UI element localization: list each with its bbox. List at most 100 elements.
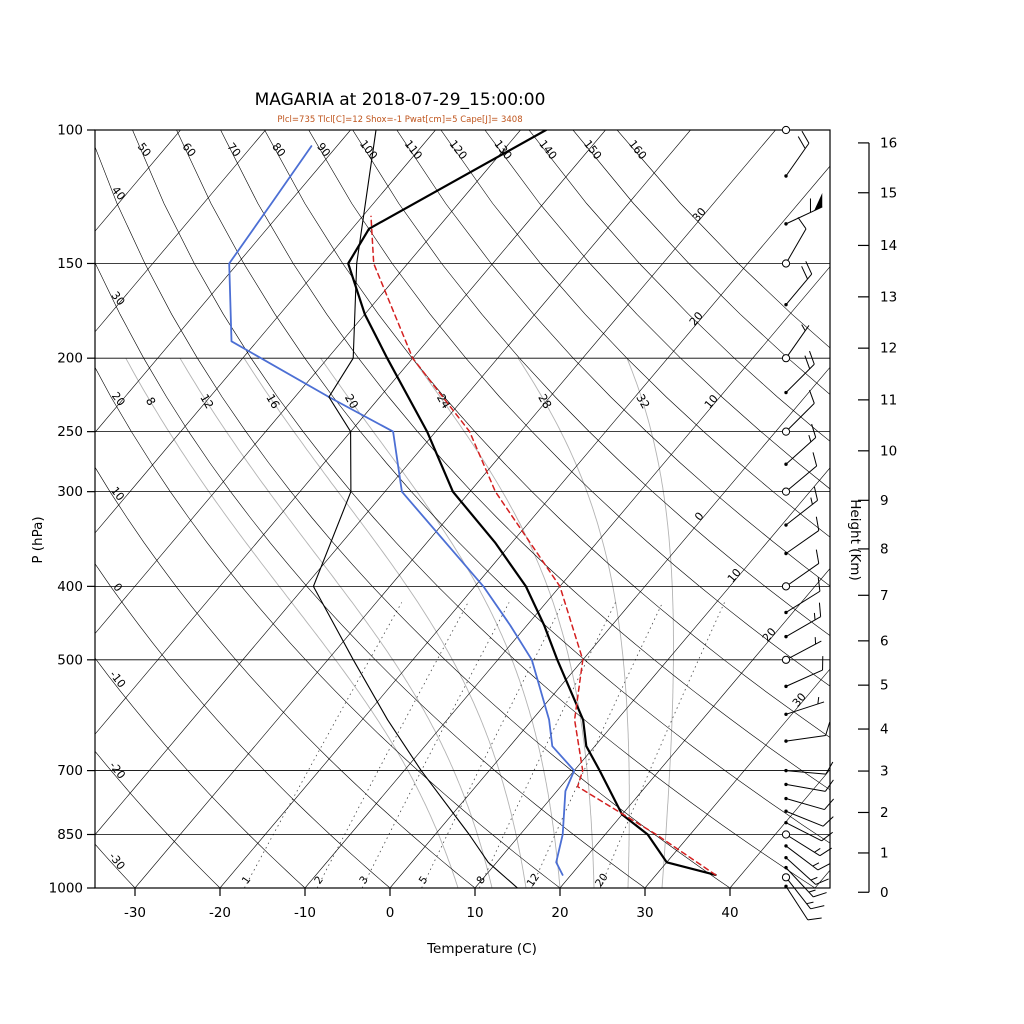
height-tick-label: 1 xyxy=(880,845,889,861)
barb-feather xyxy=(810,905,825,910)
dry-adiabat-top-label: 60 xyxy=(180,140,199,159)
height-tick-label: 0 xyxy=(880,885,889,901)
barb-feather xyxy=(825,721,831,736)
temperature-tick-label: 40 xyxy=(721,905,738,921)
barb-feather xyxy=(805,261,813,275)
barb-feather xyxy=(801,130,810,144)
height-tick-label: 8 xyxy=(880,541,889,557)
barb-staff xyxy=(785,783,826,792)
wind-barb xyxy=(781,217,807,268)
dry-adiabat-line xyxy=(132,130,816,888)
barb-staff xyxy=(785,325,810,359)
barb-staff xyxy=(785,500,818,526)
barb-feather xyxy=(815,549,820,564)
temperature-tick-label: -30 xyxy=(124,905,146,921)
wind-barb xyxy=(781,390,815,436)
wind-barb xyxy=(781,125,791,135)
barb-staff xyxy=(785,563,820,587)
isotherm-line xyxy=(95,130,606,735)
mixing-ratio-label: 1 xyxy=(240,874,254,886)
pressure-tick-label: 200 xyxy=(57,351,83,367)
station-dot xyxy=(784,855,788,860)
mixing-ratio-label: 12 xyxy=(525,871,543,889)
moist-adiabat-label: 24 xyxy=(434,391,453,411)
dry-adiabat-left-label: 0 xyxy=(110,581,125,595)
height-tick-label: 11 xyxy=(880,392,897,408)
station-dot xyxy=(784,768,788,773)
height-tick-label: 3 xyxy=(880,764,889,780)
temperature-tick-label: 10 xyxy=(466,905,483,921)
wind-barb xyxy=(781,873,825,910)
pressure-axis-label: P (hPa) xyxy=(30,516,46,563)
barb-half-feather xyxy=(812,862,820,867)
barb-feather xyxy=(821,831,833,842)
dry-adiabat-top-label: 90 xyxy=(314,140,333,159)
moist-adiabat-line xyxy=(125,357,459,888)
height-tick-label: 2 xyxy=(880,805,889,821)
moist-adiabat-line xyxy=(412,357,595,888)
mixing-ratio-line xyxy=(244,602,403,888)
height-axis-label: Height (Km) xyxy=(847,499,863,580)
barb-staff xyxy=(785,867,814,898)
isotherm-line xyxy=(644,668,830,888)
barb-half-feather xyxy=(801,324,806,331)
dry-adiabat-top-label: 120 xyxy=(447,138,470,163)
station-circle xyxy=(781,582,791,591)
moist-adiabat-line xyxy=(320,357,561,888)
barb-feather xyxy=(824,779,834,792)
barb-feather xyxy=(807,917,822,921)
station-circle xyxy=(781,487,791,496)
station-dot xyxy=(784,865,788,870)
station-dot xyxy=(784,684,788,689)
dry-adiabat-left-label: 40 xyxy=(109,184,128,203)
profile-parcel xyxy=(370,215,717,876)
barb-half-feather xyxy=(810,876,818,881)
station-dot xyxy=(784,809,788,813)
dry-adiabat-left-label: 20 xyxy=(109,390,128,409)
mixing-ratio-line xyxy=(361,602,510,888)
barb-staff xyxy=(785,403,815,432)
barb-feather xyxy=(813,892,827,898)
moist-adiabat-line xyxy=(179,357,493,888)
moist-adiabat-line xyxy=(626,358,674,888)
background-grid xyxy=(94,129,831,889)
station-circle xyxy=(781,427,791,436)
dry-adiabat-line xyxy=(572,130,830,395)
station-dot xyxy=(784,884,788,889)
clipped-profiles xyxy=(228,130,717,888)
pressure-tick-label: 100 xyxy=(57,123,83,139)
moist-adiabat-label: 8 xyxy=(143,395,159,408)
station-dot xyxy=(784,610,788,615)
station-dot xyxy=(784,782,788,787)
moist-adiabat-label: 20 xyxy=(342,391,361,411)
barb-staff xyxy=(785,616,821,638)
station-circle xyxy=(781,259,791,268)
barb-feather xyxy=(825,761,834,775)
height-tick-label: 10 xyxy=(880,443,897,459)
station-dot xyxy=(784,523,788,527)
wind-barb xyxy=(784,602,822,639)
height-tick-label: 5 xyxy=(880,678,889,694)
barb-half-feather xyxy=(808,889,816,893)
barb-half-feather xyxy=(806,901,814,905)
isotherm-line xyxy=(729,769,830,888)
moist-adiabat-label: 28 xyxy=(535,391,554,411)
barb-staff xyxy=(785,363,815,393)
barb-staff xyxy=(785,798,825,811)
station-dot xyxy=(784,174,788,178)
barb-staff xyxy=(785,530,820,554)
barb-staff xyxy=(785,834,821,857)
isotherm-right-label: 20 xyxy=(760,625,779,644)
chart-subtitle: Plcl=735 Tlcl[C]=12 Shox=-1 Pwat[cm]=5 C… xyxy=(277,115,522,125)
barb-feather xyxy=(819,847,832,857)
wind-barb xyxy=(781,324,810,363)
barb-staff xyxy=(785,822,822,842)
mixing-ratio-line xyxy=(599,602,725,888)
dry-adiabat-line xyxy=(352,130,830,636)
isotherm-line xyxy=(219,165,830,888)
height-tick-label: 16 xyxy=(880,135,897,151)
pressure-tick-label: 400 xyxy=(57,579,83,595)
barb-feather xyxy=(811,423,817,438)
wind-barb xyxy=(784,865,827,898)
wind-barb xyxy=(784,779,834,792)
